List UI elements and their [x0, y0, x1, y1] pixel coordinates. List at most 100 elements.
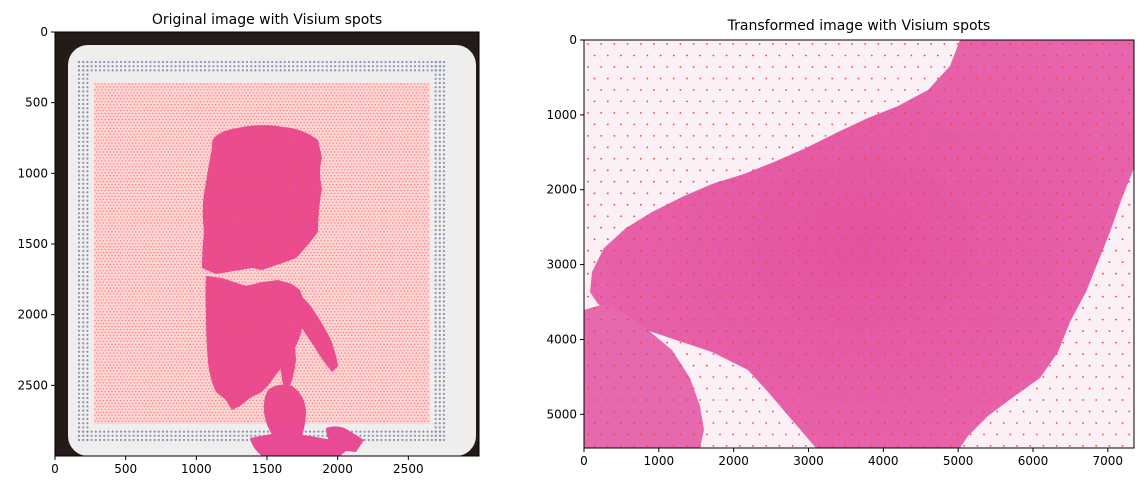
capture-spot — [203, 154, 205, 156]
capture-spot — [230, 195, 232, 198]
fiducial-spot — [90, 60, 93, 64]
capture-spot — [257, 130, 259, 132]
capture-spot — [131, 142, 134, 144]
capture-spot — [403, 101, 406, 103]
capture-spot — [155, 83, 157, 85]
capture-spot — [145, 107, 147, 109]
capture-spot — [357, 121, 360, 124]
fiducial-spot — [86, 102, 89, 106]
capture-spot — [249, 98, 251, 100]
capture-spot — [165, 178, 168, 180]
capture-spot — [102, 180, 105, 183]
capture-spot — [257, 136, 259, 138]
fiducial-spot — [413, 438, 417, 442]
capture-spot — [203, 124, 205, 127]
capture-spot — [264, 189, 266, 192]
capture-spot — [189, 148, 191, 150]
capture-spot — [300, 109, 302, 112]
capture-spot — [147, 98, 149, 100]
capture-spot — [187, 186, 190, 189]
capture-spot — [169, 154, 171, 156]
capture-spot — [398, 139, 400, 141]
capture-spot — [196, 172, 198, 174]
fiducial-spot — [86, 392, 89, 395]
capture-spot — [194, 151, 196, 153]
capture-spot — [383, 89, 385, 91]
capture-spot — [254, 172, 256, 174]
capture-spot — [359, 142, 361, 144]
fiducial-spot — [430, 60, 433, 64]
capture-spot — [150, 186, 152, 189]
fiducial-spot — [434, 102, 437, 106]
capture-spot — [109, 175, 112, 177]
capture-spot — [245, 198, 247, 201]
fiducial-spot — [86, 144, 89, 148]
fiducial-spot — [86, 216, 89, 219]
capture-spot — [325, 136, 327, 138]
capture-spot — [145, 148, 147, 150]
capture-spot — [228, 151, 230, 153]
capture-spot — [271, 195, 273, 198]
capture-spot — [242, 115, 244, 118]
capture-spot — [371, 133, 373, 135]
capture-spot — [138, 189, 140, 192]
capture-spot — [249, 198, 251, 201]
capture-spot — [410, 142, 412, 144]
capture-spot — [174, 139, 176, 141]
capture-spot — [186, 112, 188, 115]
capture-spot — [104, 83, 106, 85]
capture-spot — [388, 98, 390, 100]
capture-spot — [199, 95, 202, 97]
capture-spot — [396, 136, 399, 138]
capture-spot — [381, 192, 383, 195]
capture-spot — [240, 101, 242, 103]
capture-spot — [243, 166, 246, 168]
capture-spot — [232, 163, 234, 165]
capture-spot — [362, 160, 365, 162]
capture-spot — [327, 169, 329, 171]
fiducial-spot — [107, 434, 110, 437]
capture-spot — [420, 112, 423, 115]
capture-spot — [126, 169, 128, 171]
capture-spot — [284, 183, 287, 186]
fiducial-spot — [119, 65, 123, 68]
capture-spot — [116, 115, 118, 118]
capture-spot — [391, 98, 394, 100]
capture-spot — [274, 107, 276, 109]
fiducial-spot — [77, 350, 81, 353]
capture-spot — [359, 118, 361, 121]
fiducial-spot — [438, 338, 441, 341]
capture-spot — [182, 95, 185, 97]
capture-spot — [400, 183, 402, 186]
fiducial-spot — [82, 371, 85, 374]
capture-spot — [327, 175, 329, 177]
capture-spot — [131, 89, 134, 91]
capture-spot — [315, 107, 317, 109]
capture-spot — [143, 151, 145, 153]
capture-spot — [349, 83, 351, 85]
capture-spot — [157, 186, 159, 189]
capture-spot — [284, 178, 287, 180]
capture-spot — [221, 109, 224, 112]
capture-spot — [368, 186, 370, 189]
capture-spot — [153, 86, 156, 88]
capture-spot — [187, 145, 190, 147]
capture-spot — [368, 104, 370, 106]
capture-spot — [320, 151, 322, 153]
capture-spot — [405, 163, 407, 165]
capture-spot — [165, 118, 168, 121]
capture-spot — [271, 136, 273, 138]
capture-spot — [226, 166, 229, 168]
capture-spot — [424, 189, 426, 192]
capture-spot — [215, 186, 217, 189]
capture-spot — [317, 169, 319, 171]
capture-spot — [300, 127, 302, 130]
capture-spot — [254, 178, 256, 180]
fiducial-spot — [388, 434, 391, 437]
capture-spot — [271, 83, 273, 85]
capture-spot — [271, 166, 273, 168]
capture-spot — [218, 151, 220, 153]
capture-spot — [264, 89, 266, 91]
capture-spot — [390, 118, 392, 121]
capture-spot — [179, 148, 181, 150]
